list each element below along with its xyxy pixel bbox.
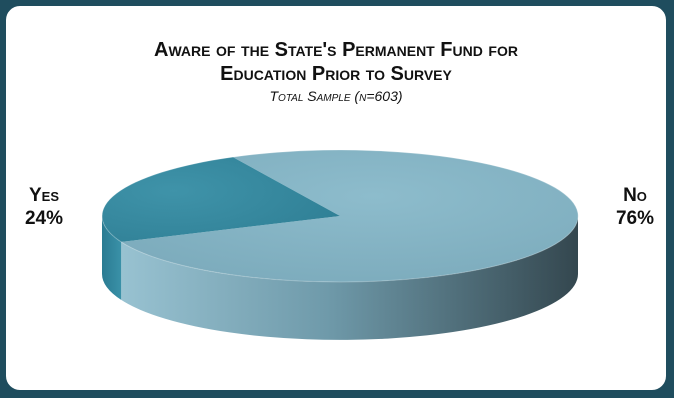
slice-label-no: No 76%	[610, 184, 660, 230]
slice-top-yes	[102, 157, 340, 242]
chart-title-line2: Education Prior to Survey	[220, 63, 452, 85]
slice-top-no	[121, 150, 579, 283]
slice-label-no-name: No	[623, 185, 647, 206]
slice-label-yes: Yes 24%	[18, 184, 70, 230]
slice-side-no	[121, 216, 578, 340]
slice-label-no-value: 76%	[615, 208, 655, 229]
slice-label-yes-value: 24%	[24, 208, 64, 229]
pie-rim	[101, 149, 579, 283]
chart-title-line1: Aware of the State's Permanent Fund for	[154, 39, 518, 61]
slice-side-yes	[102, 216, 122, 300]
slice-label-yes-name: Yes	[28, 185, 59, 206]
chart-subtitle: Total Sample (n=603)	[269, 88, 403, 104]
chart-title: Aware of the State's Permanent Fund for …	[6, 38, 666, 86]
